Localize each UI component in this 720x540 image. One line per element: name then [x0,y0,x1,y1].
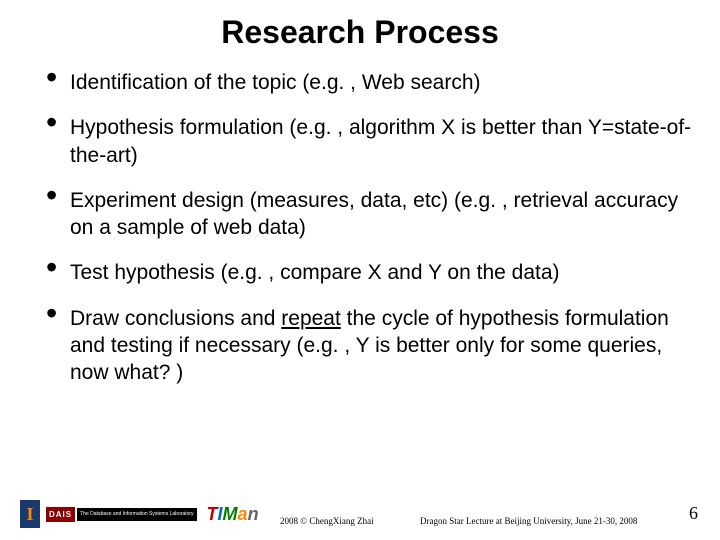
bullet-text: Identification of the topic (e.g. , Web … [70,69,700,96]
dais-logo-text: DAIS [46,507,75,522]
list-item: • Hypothesis formulation (e.g. , algorit… [46,114,700,169]
bullet-text: Hypothesis formulation (e.g. , algorithm… [70,114,700,169]
bullet-icon: • [46,179,57,211]
list-item: • Identification of the topic (e.g. , We… [46,69,700,96]
timan-logo-icon: TIMan [207,504,259,525]
bullet-text: Draw conclusions and repeat the cycle of… [70,305,700,387]
dais-logo-icon: DAIS The Database and Information System… [46,507,197,522]
bullet-text: Test hypothesis (e.g. , compare X and Y … [70,259,700,286]
underline-text: repeat [281,307,341,330]
list-item: • Draw conclusions and repeat the cycle … [46,305,700,387]
illinois-logo-icon: I [20,500,40,528]
bullet-icon: • [46,251,57,283]
bullet-icon: • [46,297,57,329]
slide-footer: I DAIS The Database and Information Syst… [0,494,720,534]
footer-event: Dragon Star Lecture at Beijing Universit… [420,516,637,526]
list-item: • Test hypothesis (e.g. , compare X and … [46,259,700,286]
dais-logo-subtitle: The Database and Information Systems Lab… [77,508,196,521]
bullet-list: • Identification of the topic (e.g. , We… [0,69,720,387]
slide-title: Research Process [0,0,720,69]
list-item: • Experiment design (measures, data, etc… [46,187,700,242]
bullet-icon: • [46,61,57,93]
bullet-text: Experiment design (measures, data, etc) … [70,187,700,242]
page-number: 6 [689,503,698,524]
bullet-icon: • [46,106,57,138]
logo-group: I DAIS The Database and Information Syst… [0,500,259,528]
footer-copyright: 2008 © ChengXiang Zhai [280,516,374,526]
